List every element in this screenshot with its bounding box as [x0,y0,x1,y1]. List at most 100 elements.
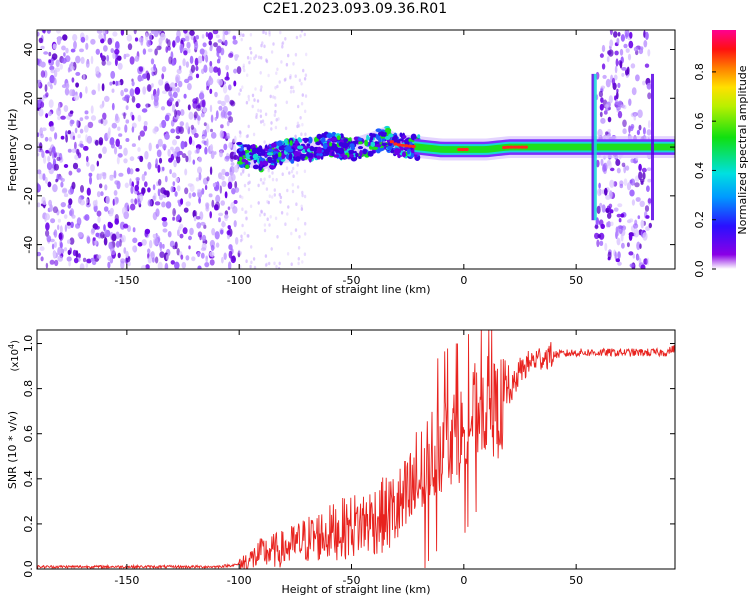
ridge-blob [404,138,409,146]
noise-speck [249,264,252,269]
noise-speck [209,144,214,152]
noise-speck [79,117,84,122]
noise-speck [224,191,228,199]
noise-speck [625,68,629,76]
noise-speck [239,251,242,255]
noise-speck [144,181,148,188]
noise-speck [144,228,151,235]
noise-speck [249,32,253,37]
noise-speck [229,99,235,106]
noise-speck [71,214,76,219]
noise-speck [146,72,151,81]
noise-speck [45,262,49,269]
noise-speck [184,168,188,176]
ridge-peak [464,147,469,152]
noise-speck [142,73,148,79]
noise-speck [200,252,205,259]
ridge-blob [274,153,279,159]
ridge-blob [306,143,311,147]
ridge-blob [268,165,275,169]
x-tick-label: -50 [343,574,361,587]
noise-speck [607,50,612,55]
noise-speck [64,87,70,96]
ridge-blob [387,145,393,150]
noise-speck [66,256,72,262]
noise-speck [147,161,152,170]
noise-speck [98,137,104,145]
spectrogram-frame [36,29,676,270]
noise-speck [645,215,650,219]
noise-speck [75,71,81,76]
noise-speck [630,178,636,186]
ridge-blob [349,143,355,149]
signal-ridge [236,73,675,221]
noise-speck [270,127,273,131]
noise-speck [92,237,96,241]
noise-speck [240,172,243,176]
noise-speck [609,30,613,36]
snr-x-ticks: -150 -100 -50 0 50 [114,330,583,587]
noise-speck [249,56,252,61]
noise-speck [126,167,131,175]
noise-speck [603,110,608,115]
noise-speck [241,33,244,38]
noise-speck [126,34,132,42]
ridge-blob [341,142,349,149]
noise-speck [221,221,226,227]
noise-speck [129,56,135,65]
noise-speck [206,176,210,182]
noise-speck [107,222,114,229]
noise-speck [63,105,69,112]
noise-speck [42,173,46,181]
noise-speck [263,228,267,233]
noise-speck [152,184,156,191]
noise-speck [239,194,242,199]
noise-speck [623,165,627,174]
noise-speck [250,51,253,55]
noise-speck [104,228,107,237]
noise-speck [180,109,185,116]
noise-speck [157,188,161,197]
spectrogram-panel: -150 -100 -50 0 50 -40 -20 0 20 40 Height of str… [6,29,676,296]
noise-speck [151,83,154,88]
noise-speck [213,151,217,155]
noise-speck [195,65,199,72]
noise-speck [646,82,652,90]
noise-speck [210,244,215,251]
noise-speck [95,48,101,55]
noise-speck [268,30,271,35]
noise-speck [90,38,96,45]
ridge-peak [460,147,466,152]
noise-speck [55,178,58,183]
noise-speck [72,135,76,140]
noise-speck [159,241,163,249]
noise-speck [86,236,91,244]
noise-speck [175,126,181,134]
spectrogram-plot-area [37,30,675,269]
noise-speck [77,253,81,259]
ridge-blob [294,140,299,145]
noise-speck [103,237,108,246]
ridge-blob [307,136,313,144]
noise-speck [141,187,146,194]
noise-speck [236,66,242,75]
noise-speck [262,181,266,185]
noise-speck [233,200,238,204]
noise-speck [70,61,74,67]
ridge-blob [410,133,417,141]
noise-speck [175,101,179,108]
noise-speck [138,135,141,141]
noise-speck [161,201,166,208]
noise-speck [198,197,202,204]
noise-speck [115,240,121,248]
noise-speck [616,88,619,93]
noise-speck [187,150,192,156]
noise-speck [228,84,232,91]
noise-speck [40,101,45,108]
noise-speck [212,182,216,188]
noise-speck [234,181,238,189]
y-tick-label: -40 [22,236,35,254]
noise-speck [640,219,645,229]
noise-speck [622,128,627,135]
noise-speck [264,112,268,117]
